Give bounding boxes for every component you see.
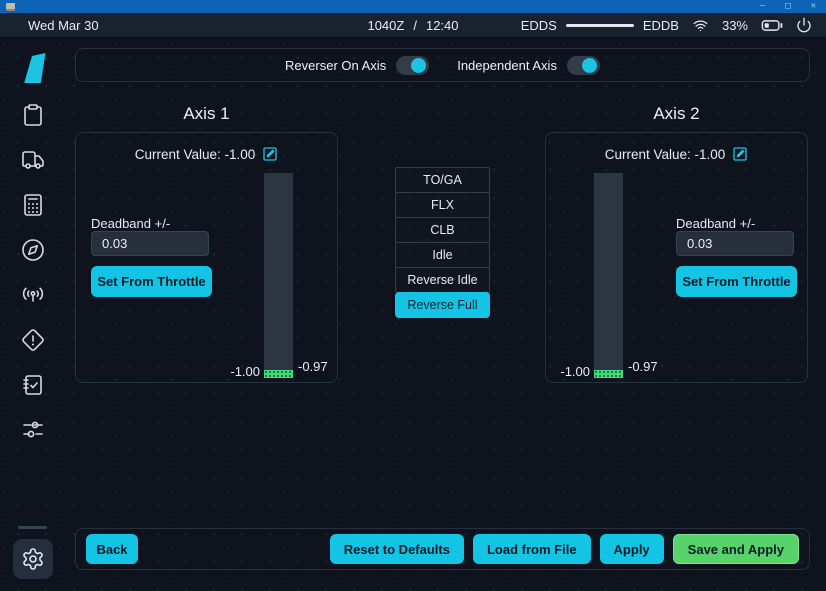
utc-time: 1040Z [367, 17, 405, 33]
app-logo-icon[interactable] [24, 53, 46, 83]
detent-clb[interactable]: CLB [395, 217, 490, 243]
axis1-card: Current Value: -1.00 Deadband +/- Set Fr… [75, 132, 338, 383]
axis2-range-min: -1.00 [560, 364, 590, 379]
footer-action-bar: Back Reset to Defaults Load from File Ap… [75, 528, 810, 570]
battery-percent: 33% [721, 17, 748, 33]
detent-reverse-idle[interactable]: Reverse Idle [395, 267, 490, 293]
close-button[interactable]: ✕ [810, 1, 816, 11]
calculator-icon[interactable] [20, 192, 46, 218]
axis2-throttle-bar [594, 173, 623, 378]
load-from-file-button[interactable]: Load from File [472, 534, 591, 564]
axis-options-panel: Reverser On Axis Independent Axis [75, 48, 810, 82]
destination-airport: EDDB [642, 17, 679, 33]
app-icon [6, 2, 15, 11]
truck-icon[interactable] [20, 147, 46, 173]
axis1-range-max: -0.97 [298, 359, 328, 374]
battery-icon [761, 19, 783, 32]
axis1-deadband-label: Deadband +/- [91, 216, 171, 231]
origin-airport: EDDS [520, 17, 557, 33]
axis2-title: Axis 2 [653, 104, 700, 123]
apply-button[interactable]: Apply [599, 534, 664, 564]
back-button[interactable]: Back [86, 534, 138, 564]
axis1-title: Axis 1 [183, 104, 230, 123]
detent-toga[interactable]: TO/GA [395, 167, 490, 193]
broadcast-icon[interactable] [20, 282, 46, 308]
axis1-range-min: -1.00 [230, 364, 260, 379]
reverser-on-axis-toggle[interactable] [396, 55, 430, 75]
detent-idle[interactable]: Idle [395, 242, 490, 268]
date-label: Wed Mar 30 [28, 17, 99, 33]
toggle-knob [581, 57, 597, 73]
power-icon[interactable] [796, 17, 812, 33]
edit-icon[interactable] [262, 146, 278, 162]
compass-icon[interactable] [20, 237, 46, 263]
axis1-set-from-throttle-button[interactable]: Set From Throttle [91, 266, 212, 297]
warning-diamond-icon[interactable] [20, 327, 46, 353]
gear-icon [22, 548, 43, 570]
axis2-deadband-zone [594, 370, 623, 378]
axis2-deadband-label: Deadband +/- [676, 216, 756, 231]
flight-route: EDDS EDDB [521, 18, 679, 33]
minimize-button[interactable]: – [759, 1, 766, 11]
axis2-current-value-label: Current Value: -1.00 [604, 146, 726, 162]
save-and-apply-button[interactable]: Save and Apply [672, 534, 799, 564]
route-progress-line [565, 23, 634, 27]
detent-list: TO/GA FLX CLB Idle Reverse Idle Reverse … [395, 167, 490, 318]
clock: 1040Z / 12:40 [367, 18, 458, 33]
detent-flx[interactable]: FLX [395, 192, 490, 218]
independent-axis-toggle[interactable] [566, 55, 600, 75]
checklist-icon[interactable] [20, 372, 46, 398]
settings-tab-active[interactable] [12, 539, 53, 579]
toggle-knob [411, 57, 427, 73]
window-titlebar: – □ ✕ [0, 0, 826, 13]
axis2-range-max: -0.97 [628, 359, 658, 374]
axis1-deadband-input[interactable] [91, 231, 209, 256]
axis2-deadband-input[interactable] [676, 231, 794, 256]
axis2-card: Current Value: -1.00 -1.00 -0.97 Deadban… [545, 132, 808, 383]
reset-to-defaults-button[interactable]: Reset to Defaults [329, 534, 464, 564]
status-bar: Wed Mar 30 1040Z / 12:40 EDDS EDDB 33% [0, 13, 826, 38]
local-time: 12:40 [425, 17, 459, 33]
sidebar [0, 38, 65, 591]
sidebar-divider [18, 526, 47, 529]
detent-reverse-full[interactable]: Reverse Full [395, 292, 490, 318]
edit-icon[interactable] [732, 146, 748, 162]
axis1-current-value-label: Current Value: -1.00 [134, 146, 256, 162]
independent-axis-label: Independent Axis [457, 57, 557, 73]
maximize-button[interactable]: □ [785, 1, 791, 11]
axis2-set-from-throttle-button[interactable]: Set From Throttle [676, 266, 797, 297]
time-separator: / [413, 17, 417, 33]
clipboard-icon[interactable] [20, 102, 46, 128]
axis1-throttle-bar [264, 173, 293, 378]
sliders-icon[interactable] [20, 417, 46, 443]
wifi-icon [692, 18, 709, 33]
reverser-on-axis-label: Reverser On Axis [285, 57, 387, 73]
axis1-deadband-zone [264, 370, 293, 378]
